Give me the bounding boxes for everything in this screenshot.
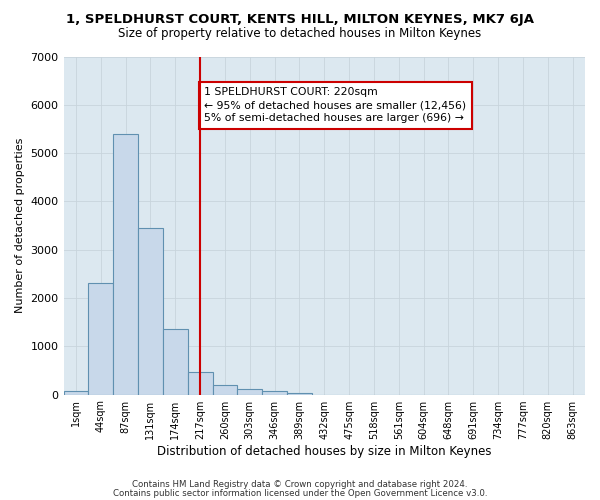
Bar xyxy=(64,390,88,394)
Text: 1, SPELDHURST COURT, KENTS HILL, MILTON KEYNES, MK7 6JA: 1, SPELDHURST COURT, KENTS HILL, MILTON … xyxy=(66,12,534,26)
X-axis label: Distribution of detached houses by size in Milton Keynes: Distribution of detached houses by size … xyxy=(157,444,491,458)
Text: Size of property relative to detached houses in Milton Keynes: Size of property relative to detached ho… xyxy=(118,28,482,40)
Bar xyxy=(262,392,287,394)
Bar xyxy=(238,389,262,394)
Y-axis label: Number of detached properties: Number of detached properties xyxy=(15,138,25,313)
Bar xyxy=(88,284,113,395)
Bar xyxy=(212,385,238,394)
Bar xyxy=(113,134,138,394)
Bar xyxy=(163,330,188,394)
Bar xyxy=(188,372,212,394)
Text: Contains public sector information licensed under the Open Government Licence v3: Contains public sector information licen… xyxy=(113,489,487,498)
Bar xyxy=(138,228,163,394)
Text: Contains HM Land Registry data © Crown copyright and database right 2024.: Contains HM Land Registry data © Crown c… xyxy=(132,480,468,489)
Text: 1 SPELDHURST COURT: 220sqm
← 95% of detached houses are smaller (12,456)
5% of s: 1 SPELDHURST COURT: 220sqm ← 95% of deta… xyxy=(205,87,466,124)
Bar xyxy=(287,393,312,394)
